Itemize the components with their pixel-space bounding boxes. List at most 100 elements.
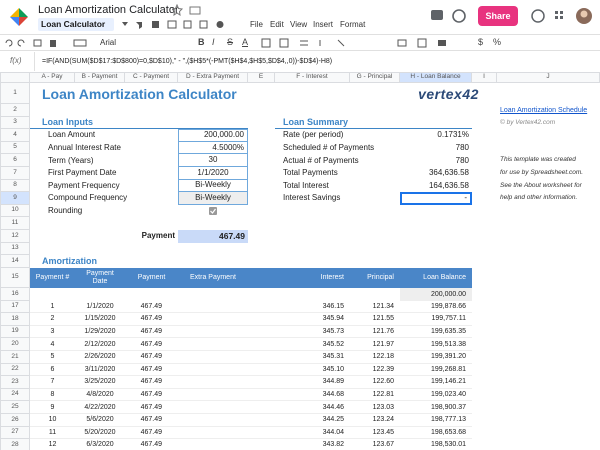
row-header[interactable]: 19 [0,325,30,339]
table-cell[interactable]: 122.81 [350,389,400,402]
row-header[interactable]: 23 [0,376,30,389]
table-cell[interactable]: 345.73 [275,326,350,339]
section-title[interactable]: Amortization [42,255,97,266]
table-cell[interactable]: 467.49 [125,301,178,314]
row-header[interactable]: 18 [0,313,30,326]
input-label[interactable]: Loan Amount [48,130,96,140]
input-label[interactable]: First Payment Date [48,168,117,178]
column-header[interactable]: D - Extra Payment [178,72,248,83]
input-label[interactable]: Payment Frequency [48,180,120,190]
row-header[interactable]: 16 [0,288,30,301]
format-button[interactable]: S [227,37,234,47]
row-header[interactable]: 12 [0,230,30,243]
share-button[interactable]: Share [478,6,518,26]
row-header[interactable]: 20 [0,338,30,351]
input-value[interactable]: 30 [178,154,248,167]
table-cell[interactable]: 11 [30,427,75,440]
table-cell[interactable]: 121.34 [350,301,400,314]
row-header[interactable]: 5 [0,141,30,155]
input-value[interactable]: 4.5000% [178,141,248,155]
row-header[interactable]: 4 [0,129,30,142]
table-cell[interactable]: 199,878.66 [400,301,472,314]
input-label[interactable]: Compound Frequency [48,193,128,203]
table-cell[interactable]: 121.55 [350,313,400,326]
summary-value[interactable]: 164,636.58 [428,180,469,190]
note-line[interactable]: See the About worksheet for [500,181,582,189]
row-header[interactable]: 2 [0,104,30,117]
input-value[interactable]: 200,000.00 [178,129,248,142]
table-cell[interactable]: 2/26/2020 [75,351,125,364]
row-header[interactable]: 9 [0,192,30,205]
table-header[interactable]: Payment # [35,274,70,282]
table-cell[interactable]: 122.60 [350,376,400,389]
table-cell[interactable]: 3 [30,326,75,339]
table-cell[interactable]: 467.49 [125,427,178,440]
table-cell[interactable]: 5/20/2020 [75,427,125,440]
payment-value[interactable]: 467.49 [178,230,248,243]
row-header[interactable]: 8 [0,179,30,193]
input-value[interactable]: Bi-Weekly [178,192,248,205]
format-button[interactable]: % [493,37,502,47]
table-cell[interactable]: 345.10 [275,364,350,377]
format-button[interactable]: B [198,37,205,47]
row-header[interactable]: 17 [0,300,30,314]
table-cell[interactable]: 12 [30,439,75,450]
formula[interactable]: =IF(AND(SUM($D$17:$D$800)=0,$D$10)," - "… [42,57,333,65]
toolbar-icons-right[interactable] [260,38,460,48]
table-header[interactable]: Principal [367,274,394,282]
table-header[interactable]: Payment [137,274,166,282]
menu-item[interactable]: Edit [270,19,284,29]
table-cell[interactable]: 467.49 [125,326,178,339]
header-icons[interactable] [430,8,470,26]
table-cell[interactable]: 467.49 [125,364,178,377]
table-cell[interactable]: 9 [30,401,75,414]
column-header[interactable]: H - Loan Balance [400,72,472,83]
summary-label[interactable]: Interest Savings [283,193,341,203]
input-label[interactable]: Rounding [48,206,83,216]
row-header[interactable]: 1 [0,83,30,104]
table-cell[interactable]: 123.67 [350,439,400,450]
table-cell[interactable]: 6 [30,364,75,377]
table-cell[interactable]: 345.31 [275,351,350,364]
table-cell[interactable]: 121.97 [350,338,400,351]
table-cell[interactable]: 8 [30,389,75,402]
table-cell[interactable]: 3/11/2020 [75,364,125,377]
table-cell[interactable]: 467.49 [125,439,178,450]
row-header[interactable]: 10 [0,204,30,218]
table-cell[interactable]: 344.04 [275,427,350,440]
table-cell[interactable]: 344.68 [275,389,350,402]
table-cell[interactable]: 123.24 [350,414,400,427]
table-cell[interactable]: 2/12/2020 [75,338,125,351]
sheet-tab[interactable]: Loan Calculator [38,18,114,31]
table-cell[interactable]: 345.94 [275,313,350,326]
table-cell[interactable]: 344.46 [275,401,350,414]
row-header[interactable]: 28 [0,439,30,450]
table-cell[interactable]: 467.49 [125,414,178,427]
table-cell[interactable]: 346.15 [275,301,350,314]
payment-label[interactable]: Payment [141,231,175,241]
table-cell[interactable]: 345.52 [275,338,350,351]
table-cell[interactable]: 123.03 [350,401,400,414]
table-cell[interactable]: 121.76 [350,326,400,339]
sheet-title[interactable]: Loan Amortization Calculator [42,85,237,102]
summary-value[interactable]: 780 [455,143,469,153]
summary-label[interactable]: Scheduled # of Payments [283,143,375,153]
table-cell[interactable]: 122.18 [350,351,400,364]
note-line[interactable]: for use by Spreadsheet.com. [500,169,584,177]
column-header[interactable]: I [472,72,497,83]
rounding-checkbox[interactable] [178,205,248,218]
table-cell[interactable]: 344.25 [275,414,350,427]
column-header[interactable]: J [497,72,600,83]
summary-label[interactable]: Rate (per period) [283,130,344,140]
table-cell[interactable]: 4/8/2020 [75,389,125,402]
table-cell[interactable]: 7 [30,376,75,389]
table-cell[interactable]: 198,653.68 [400,427,472,440]
table-cell[interactable]: 5/6/2020 [75,414,125,427]
table-cell[interactable]: 467.49 [125,389,178,402]
menu-item[interactable]: Format [340,19,366,29]
table-cell[interactable]: 123.45 [350,427,400,440]
note-line[interactable]: This template was created [500,156,576,164]
table-cell[interactable]: 343.82 [275,439,350,450]
summary-value[interactable]: 364,636.58 [428,168,469,178]
row-header[interactable]: 26 [0,414,30,427]
